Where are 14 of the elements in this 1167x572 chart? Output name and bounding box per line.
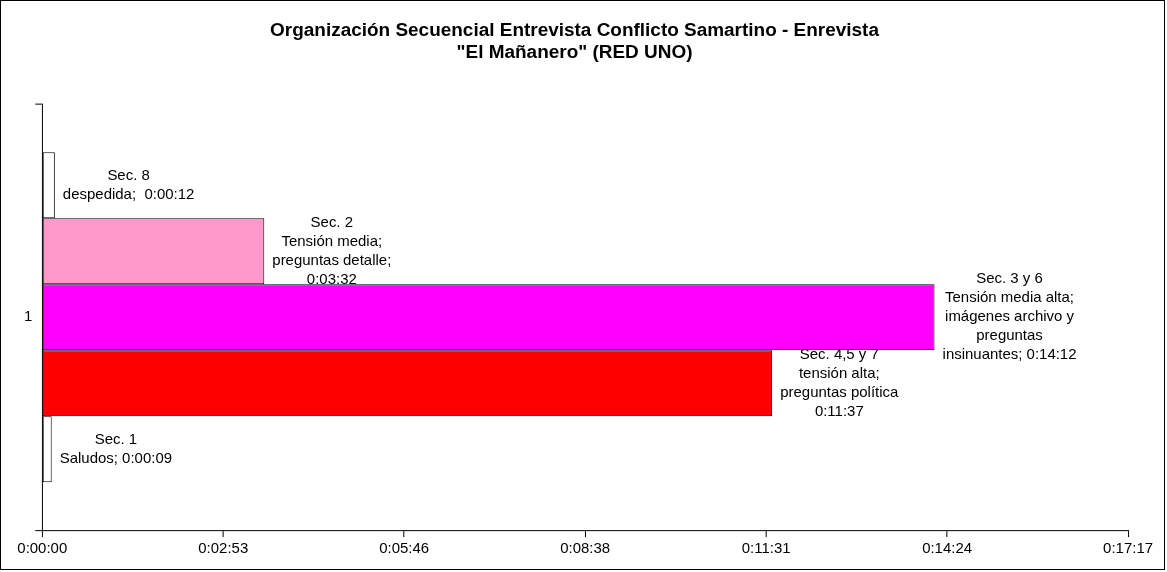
data-label: Sec. 1 Saludos; 0:00:09 [59, 429, 173, 466]
data-label: Sec. 4,5 y 7 tensión alta; preguntas política 0:11:37 [780, 344, 900, 419]
x-tick-label: 0:05:46 [379, 539, 430, 557]
y-tick-label: 1 [23, 307, 33, 325]
data-label: Sec. 8 despedida; 0:00:12 [62, 165, 195, 202]
chart-title: Organización Secuencial Entrevista Conflicto Samartino - Enrevista "El Mañanero" (RED UNO) [270, 18, 880, 63]
x-tick-label: 0:02:53 [198, 539, 249, 557]
x-tick-label: 0:11:31 [741, 539, 791, 557]
x-tick-label: 0:08:38 [560, 539, 611, 557]
x-tick-label: 0:00:00 [17, 539, 68, 557]
data-label: Sec. 3 y 6 Tensión media alta; imágenes archivo y preguntas insinuantes; 0:14:12 [942, 269, 1077, 363]
data-label: Sec. 2 Tensión media; preguntas detalle; 0:03:32 [272, 212, 392, 287]
x-tick-label: 0:14:24 [922, 539, 973, 557]
x-tick-label: 0:17:17 [1103, 539, 1154, 557]
